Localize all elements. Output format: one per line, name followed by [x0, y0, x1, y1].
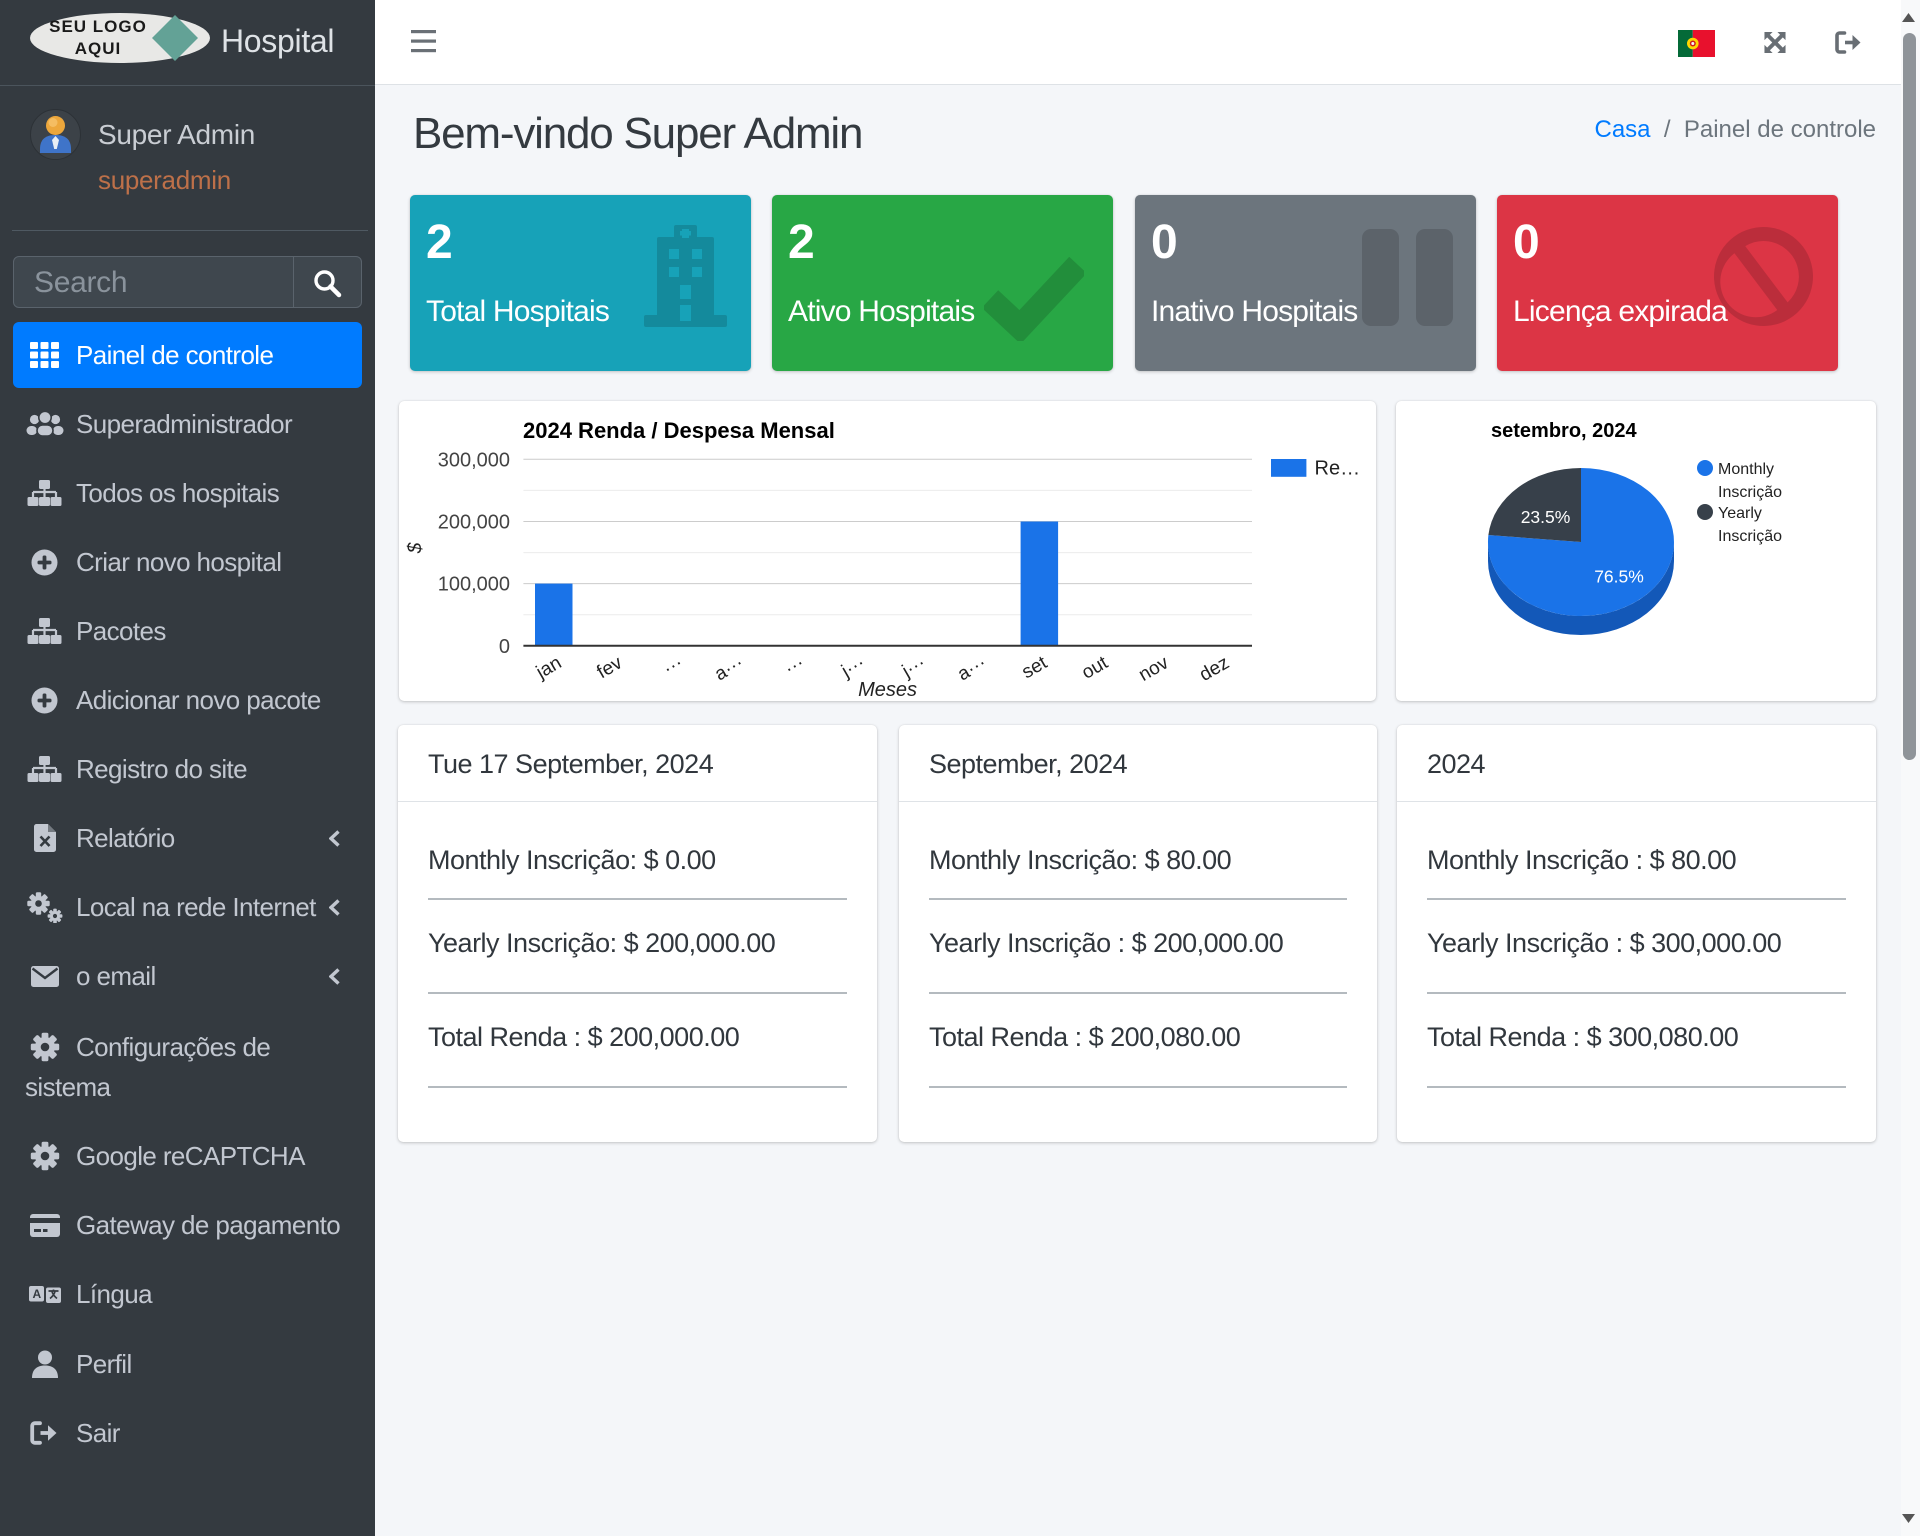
svg-text:23.5%: 23.5% — [1521, 507, 1571, 527]
svg-text:A: A — [32, 1287, 41, 1301]
svg-text:setembro, 2024: setembro, 2024 — [1491, 420, 1638, 442]
svg-text:$: $ — [405, 542, 426, 554]
svg-text:out: out — [1078, 652, 1112, 684]
svg-text:Monthly: Monthly — [1718, 461, 1774, 478]
svg-text:Re…: Re… — [1315, 458, 1361, 480]
svg-text:0: 0 — [499, 636, 510, 658]
svg-text:set: set — [1018, 652, 1051, 683]
svg-text:SEU LOGO: SEU LOGO — [49, 17, 147, 36]
svg-text:jan: jan — [532, 652, 565, 683]
svg-text:100,000: 100,000 — [438, 574, 510, 596]
svg-text:a···: a··· — [711, 652, 747, 685]
svg-text:Inscrição: Inscrição — [1718, 484, 1782, 501]
svg-text:Meses: Meses — [858, 679, 917, 701]
svg-text:nov: nov — [1135, 652, 1172, 686]
svg-text:Yearly: Yearly — [1718, 505, 1762, 522]
svg-text:AQUI: AQUI — [75, 39, 122, 58]
svg-text:fev: fev — [594, 652, 627, 683]
svg-text:dez: dez — [1196, 652, 1233, 686]
svg-text:a···: a··· — [954, 652, 990, 685]
svg-text:Inscrição: Inscrição — [1718, 528, 1782, 545]
svg-text:2024 Renda / Despesa Mensal: 2024 Renda / Despesa Mensal — [523, 418, 835, 443]
svg-text:···: ··· — [781, 652, 808, 680]
svg-text:···: ··· — [660, 652, 687, 680]
svg-text:76.5%: 76.5% — [1594, 567, 1644, 587]
svg-text:200,000: 200,000 — [438, 512, 510, 534]
svg-text:300,000: 300,000 — [438, 449, 510, 471]
